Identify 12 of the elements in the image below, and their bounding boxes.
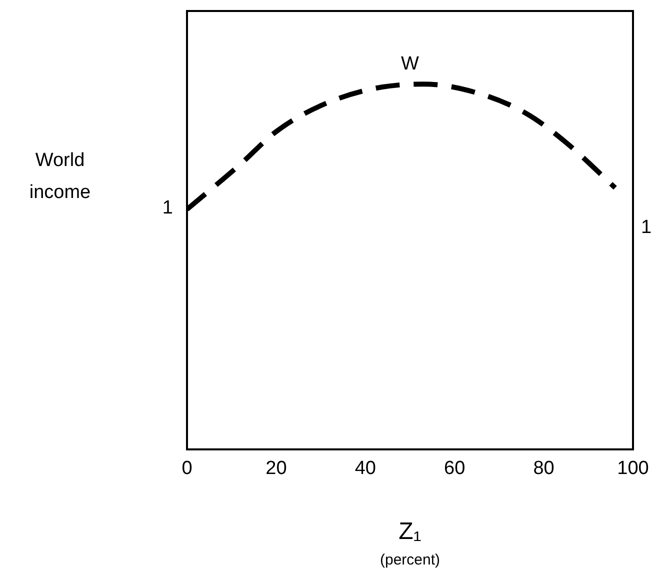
text: (percent) <box>380 552 440 569</box>
x-tick-label: 100 <box>617 458 649 480</box>
annotation: W <box>401 53 420 74</box>
x-axis-title: Z₁ <box>398 518 422 546</box>
x-tick-label: 0 <box>182 458 192 480</box>
x-tick-label: 40 <box>354 458 376 480</box>
x-tick-label: 20 <box>266 458 287 480</box>
y-axis-title: World income <box>28 149 92 205</box>
annotation: 1 <box>162 198 173 219</box>
x-tick-label: 60 <box>444 458 466 480</box>
x-tick-label: 80 <box>533 458 554 480</box>
text: 1 <box>641 217 652 238</box>
